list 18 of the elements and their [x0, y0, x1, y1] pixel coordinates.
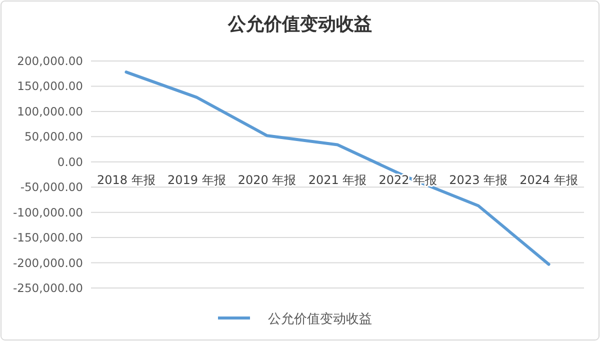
x-tick-label: 2018 年报 [97, 172, 156, 187]
y-tick-label: 150,000.00 [17, 79, 83, 94]
legend-label: 公允价值变动收益 [268, 312, 372, 327]
x-tick-label: 2024 年报 [520, 172, 578, 187]
y-tick-label: -50,000.00 [20, 180, 83, 194]
y-tick-label: -200,000.00 [13, 256, 83, 270]
x-tick-label: 2019 年报 [167, 172, 226, 187]
x-tick-label: 2020 年报 [238, 172, 296, 187]
chart-title: 公允价值变动收益 [227, 14, 372, 35]
y-tick-label: -250,000.00 [13, 281, 83, 295]
y-tick-label: -100,000.00 [13, 205, 83, 220]
y-tick-label: 200,000.00 [17, 54, 83, 68]
y-tick-label: -150,000.00 [13, 230, 83, 245]
y-tick-label: 100,000.00 [17, 104, 83, 118]
x-tick-label: 2021 年报 [308, 172, 367, 187]
x-tick-label: 2023 年报 [449, 172, 508, 187]
y-tick-label: 0.00 [57, 154, 83, 169]
y-tick-label: 50,000.00 [24, 130, 83, 144]
